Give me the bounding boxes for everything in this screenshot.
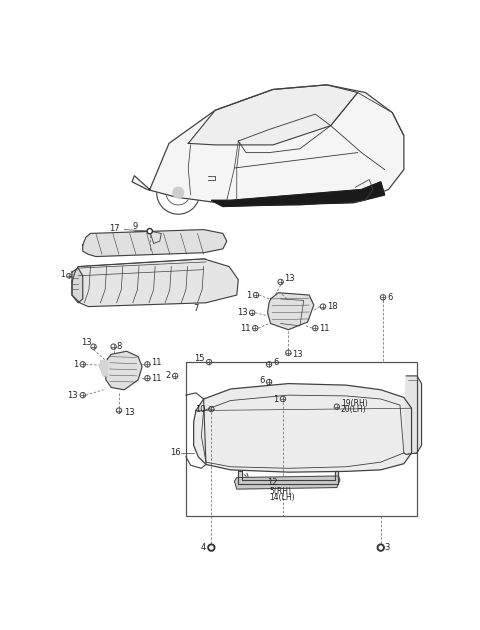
Text: 13: 13	[124, 408, 135, 417]
Polygon shape	[106, 352, 142, 390]
Polygon shape	[188, 85, 358, 145]
Text: 8: 8	[117, 342, 122, 351]
Polygon shape	[72, 268, 83, 303]
Text: 12: 12	[267, 478, 277, 486]
Text: 13: 13	[82, 338, 92, 346]
Circle shape	[210, 546, 213, 549]
Text: 14(LH): 14(LH)	[269, 493, 295, 502]
Text: 1: 1	[73, 360, 78, 369]
Circle shape	[377, 544, 384, 551]
Text: 11: 11	[319, 324, 330, 333]
Text: 13: 13	[292, 350, 303, 359]
Text: 16: 16	[170, 449, 180, 457]
Polygon shape	[267, 293, 314, 329]
Text: 17: 17	[109, 224, 120, 232]
Text: 13: 13	[68, 391, 78, 399]
Text: 6: 6	[388, 293, 393, 302]
Text: 11: 11	[240, 324, 251, 333]
Text: 5(RH): 5(RH)	[269, 487, 291, 496]
Polygon shape	[193, 384, 411, 472]
Polygon shape	[100, 360, 108, 376]
Polygon shape	[234, 476, 340, 489]
Text: 11: 11	[151, 374, 162, 382]
Text: 15: 15	[194, 355, 204, 364]
Circle shape	[173, 187, 184, 198]
Text: 6: 6	[273, 358, 278, 367]
Polygon shape	[211, 182, 384, 207]
Circle shape	[379, 546, 382, 549]
Text: 13: 13	[237, 308, 248, 318]
Text: 2: 2	[165, 372, 170, 381]
Text: 11: 11	[151, 358, 162, 367]
Text: 4: 4	[201, 543, 206, 552]
Text: 6: 6	[259, 376, 264, 385]
Text: 9: 9	[133, 222, 138, 231]
Polygon shape	[72, 259, 238, 307]
Circle shape	[148, 230, 151, 232]
Text: 1: 1	[246, 290, 252, 299]
Text: 18: 18	[327, 302, 337, 311]
Text: 13: 13	[285, 275, 295, 284]
Text: 19(RH): 19(RH)	[341, 399, 368, 408]
Bar	[186, 362, 417, 516]
Polygon shape	[404, 376, 421, 454]
Text: 3: 3	[384, 543, 390, 552]
Circle shape	[208, 544, 215, 551]
Text: 10: 10	[195, 404, 206, 413]
Polygon shape	[132, 85, 404, 205]
Text: 1: 1	[273, 394, 278, 403]
Polygon shape	[83, 229, 227, 256]
Text: 20(LH): 20(LH)	[341, 405, 366, 415]
Text: 7: 7	[193, 304, 199, 313]
Polygon shape	[238, 471, 338, 484]
Text: 1: 1	[60, 270, 65, 278]
Circle shape	[147, 229, 153, 234]
